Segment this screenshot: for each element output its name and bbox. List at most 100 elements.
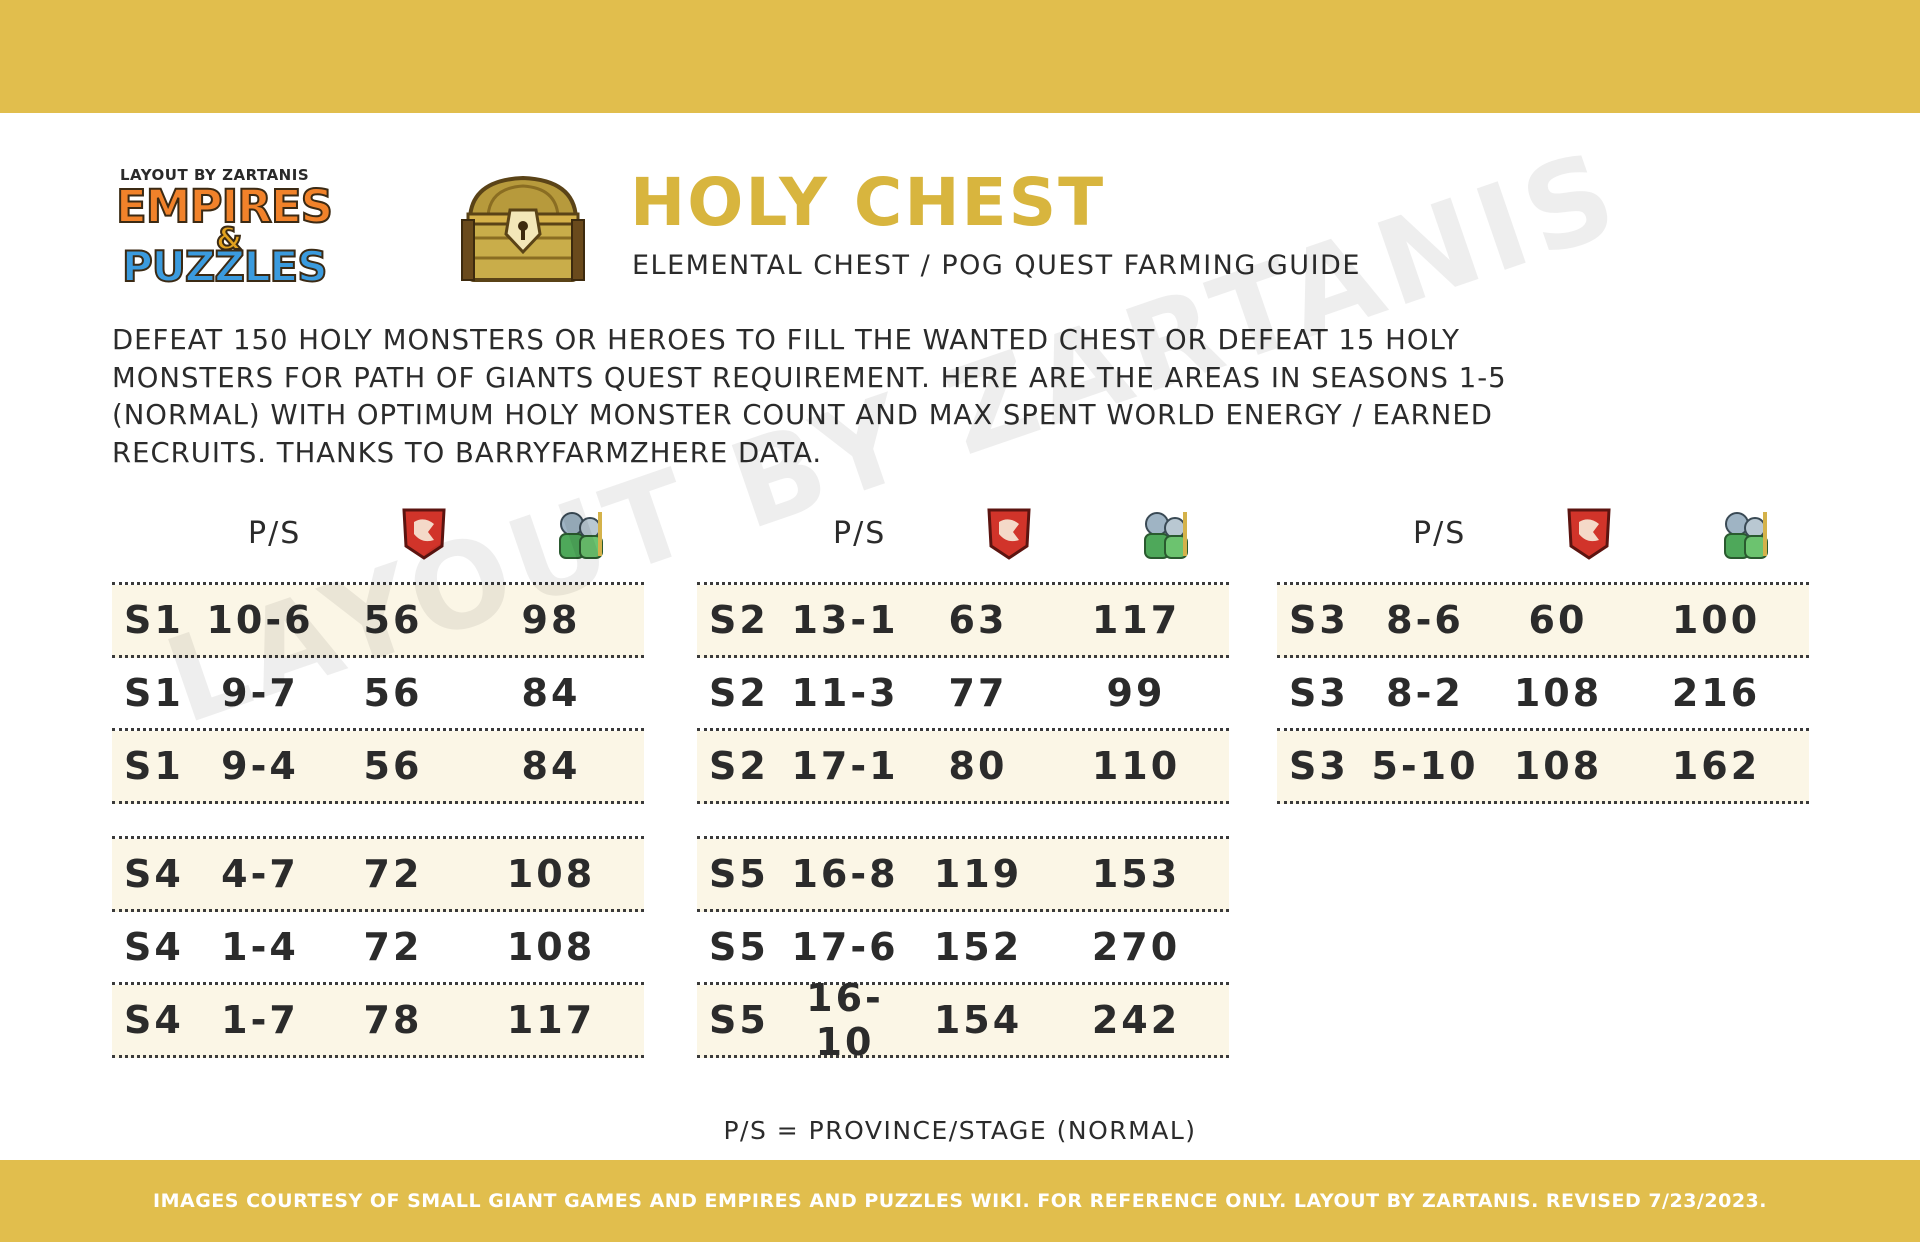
table-row: S2 17-1 80 110 [697,731,1229,804]
table-row: S1 10-6 56 98 [112,585,644,658]
table-row: S2 11-3 77 99 [697,658,1229,731]
season-cell: S5 [709,998,769,1042]
monster-count-cell: 56 [363,598,423,642]
stage-cell: 17-1 [791,744,899,788]
data-rows: S2 13-1 63 117 S2 11-3 77 99 S2 17-1 80 … [697,582,1229,804]
page-title: HOLY CHEST [630,164,1106,241]
season-cell: S2 [709,598,769,642]
table-header: P/S [697,502,1229,582]
recruit-knight-icon [559,512,603,559]
monster-count-cell: 152 [933,925,1023,969]
page-subtitle: ELEMENTAL CHEST / POG QUEST FARMING GUID… [632,250,1361,281]
stage-cell: 17-6 [791,925,899,969]
recruits-cell: 98 [521,598,581,642]
recruit-knight-icon [1724,512,1768,559]
stage-cell: 5-10 [1371,744,1479,788]
recruits-cell: 99 [1106,671,1166,715]
stage-cell: 1-4 [221,925,299,969]
season-cell: S3 [1289,598,1349,642]
footer-banner: IMAGES COURTESY OF SMALL GIANT GAMES AND… [0,1160,1920,1242]
description-line: MONSTERS FOR PATH OF GIANTS QUEST REQUIR… [112,361,1507,394]
recruits-cell: 117 [1091,598,1181,642]
description-line: RECRUITS. THANKS TO BARRYFARMZHERE DATA. [112,436,823,469]
stage-cell: 13-1 [791,598,899,642]
stage-cell: 9-7 [221,671,299,715]
season-cell: S2 [709,744,769,788]
table-season-1: P/S S1 10-6 56 98 S1 9-7 56 84 S1 9-4 [112,502,644,804]
monster-count-cell: 72 [363,925,423,969]
season-cell: S4 [124,852,184,896]
table-season-3: P/S S3 8-6 60 100 S3 8-2 108 216 S3 5-10 [1277,502,1809,804]
legend-note: P/S = PROVINCE/STAGE (NORMAL) [723,1116,1197,1145]
table-row: S4 1-7 78 117 [112,985,644,1058]
stage-cell: 1-7 [221,998,299,1042]
stage-cell: 16-10 [806,976,884,1064]
footer-credits: IMAGES COURTESY OF SMALL GIANT GAMES AND… [153,1190,1767,1212]
monster-count-cell: 56 [363,744,423,788]
monster-count-cell: 60 [1528,598,1588,642]
treasure-chest-icon [461,175,585,282]
logo-credit: LAYOUT BY ZARTANIS [120,166,310,184]
recruits-cell: 84 [521,671,581,715]
monster-count-cell: 56 [363,671,423,715]
table-header: P/S [1277,502,1809,582]
season-cell: S5 [709,925,769,969]
column-header-ps: P/S [248,516,302,551]
recruits-cell: 84 [521,744,581,788]
recruits-cell: 162 [1671,744,1761,788]
recruits-cell: 117 [506,998,596,1042]
description-line: (NORMAL) WITH OPTIMUM HOLY MONSTER COUNT… [112,399,1493,431]
recruits-cell: 108 [506,925,596,969]
season-cell: S1 [124,598,184,642]
table-row: S4 4-7 72 108 [112,839,644,912]
season-cell: S4 [124,998,184,1042]
logo-ampersand: & [215,221,243,258]
stage-cell: 4-7 [221,852,299,896]
season-cell: S1 [124,671,184,715]
monster-count-cell: 63 [948,598,1008,642]
monster-count-cell: 77 [948,671,1008,715]
table-header: P/S [112,502,644,582]
table-season-2: P/S S2 13-1 63 117 S2 11-3 77 99 S2 17-1 [697,502,1229,804]
monster-count-cell: 119 [933,852,1023,896]
stage-cell: 10-6 [206,598,314,642]
table-row: S1 9-7 56 84 [112,658,644,731]
season-cell: S3 [1289,671,1349,715]
logo-word-puzzles: PUZZLES [121,241,328,292]
recruits-cell: 270 [1091,925,1181,969]
table-season-5: S5 16-8 119 153 S5 17-6 152 270 S5 16-10… [697,836,1229,1064]
table-row: S3 8-6 60 100 [1277,585,1809,658]
table-row: S4 1-4 72 108 [112,912,644,985]
column-header-ps: P/S [1413,516,1467,551]
stage-cell: 8-6 [1386,598,1464,642]
monster-banner-icon [402,508,446,560]
recruits-cell: 153 [1091,852,1181,896]
season-cell: S3 [1289,744,1349,788]
table-row: S3 5-10 108 162 [1277,731,1809,804]
data-rows: S5 16-8 119 153 S5 17-6 152 270 S5 16-10… [697,836,1229,1064]
table-row: S3 8-2 108 216 [1277,658,1809,731]
monster-count-cell: 108 [1513,671,1603,715]
monster-count-cell: 80 [948,744,1008,788]
stage-cell: 11-3 [791,671,899,715]
data-rows: S1 10-6 56 98 S1 9-7 56 84 S1 9-4 56 84 [112,582,644,804]
monster-count-cell: 78 [363,998,423,1042]
recruits-cell: 108 [506,852,596,896]
monster-count-cell: 154 [933,998,1023,1042]
recruits-cell: 242 [1091,998,1181,1042]
recruits-cell: 100 [1671,598,1761,642]
top-banner [0,0,1920,113]
table-row: S1 9-4 56 84 [112,731,644,804]
data-rows: S3 8-6 60 100 S3 8-2 108 216 S3 5-10 108… [1277,582,1809,804]
column-header-ps: P/S [833,516,887,551]
recruits-cell: 216 [1671,671,1761,715]
logo-word-empires: EMPIRES [115,179,334,234]
stage-cell: 16-8 [791,852,899,896]
monster-banner-icon [1567,508,1611,560]
season-cell: S2 [709,671,769,715]
stage-cell: 9-4 [221,744,299,788]
recruit-knight-icon [1144,512,1188,559]
table-row: S5 16-10 154 242 [697,976,1229,1064]
table-season-4: S4 4-7 72 108 S4 1-4 72 108 S4 1-7 78 11… [112,836,644,1058]
table-row: S5 16-8 119 153 [697,839,1229,912]
